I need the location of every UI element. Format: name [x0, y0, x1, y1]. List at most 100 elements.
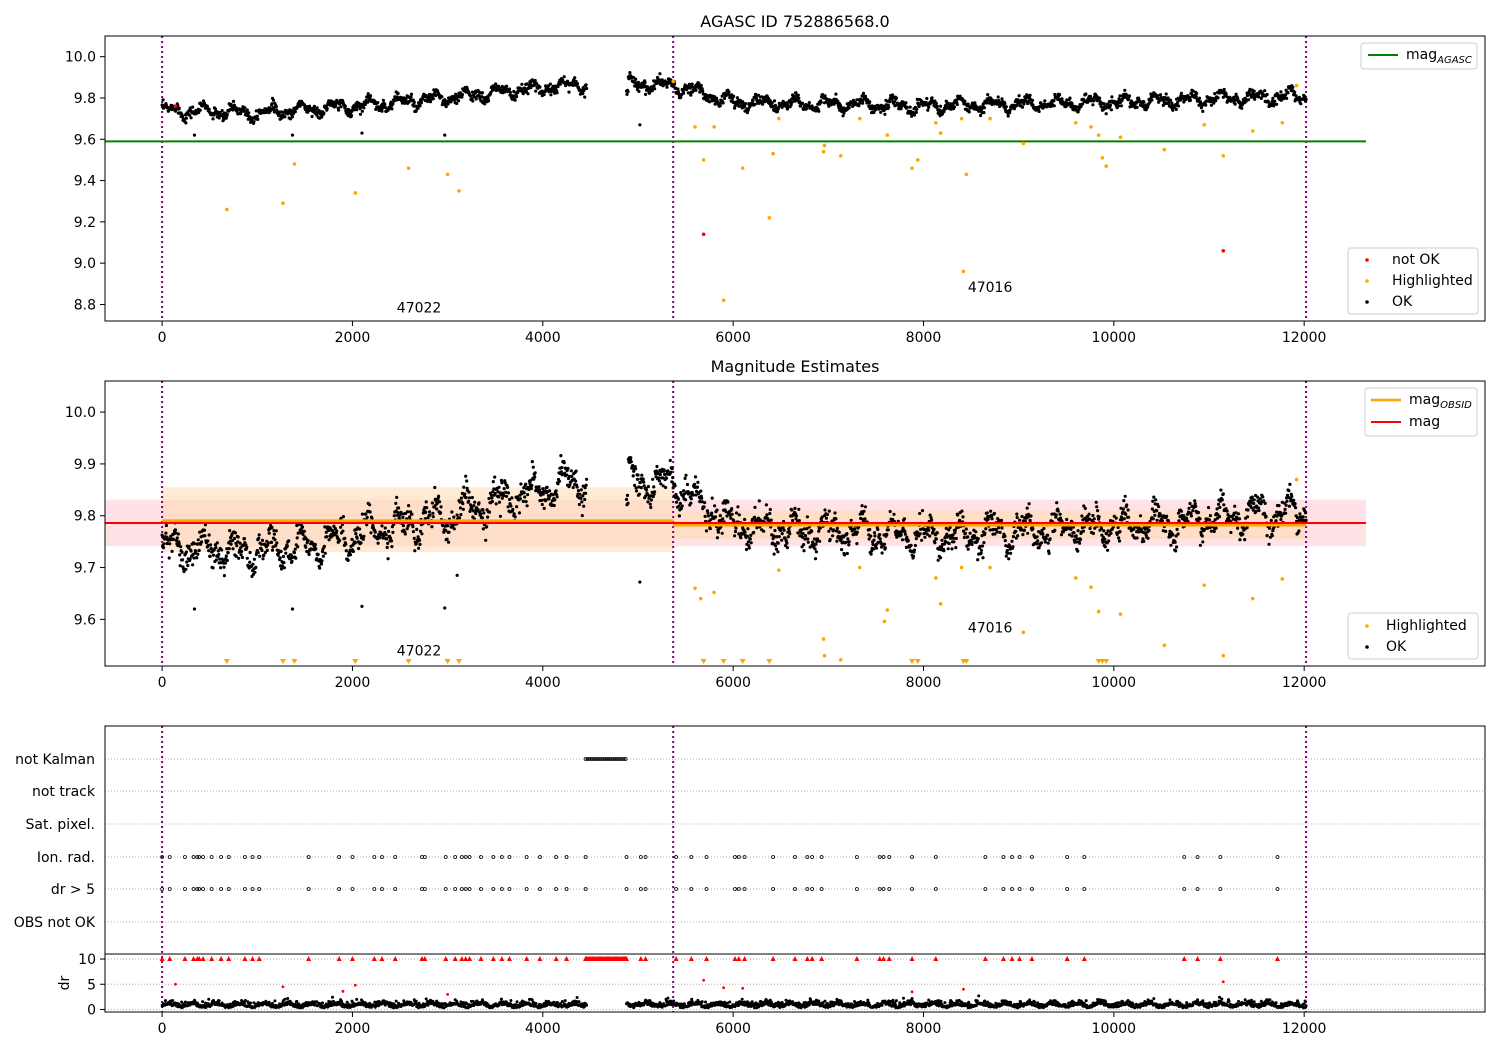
- ok-point: [825, 512, 830, 517]
- ok-point: [797, 507, 801, 511]
- ok-point: [789, 103, 793, 107]
- highlighted-point: [292, 162, 297, 166]
- ok-point: [793, 506, 797, 510]
- ok-point: [831, 534, 835, 538]
- dr-flag: [306, 887, 311, 891]
- ok-point: [270, 525, 274, 530]
- ok-point: [1209, 529, 1213, 533]
- ion-rad-flag: [538, 855, 542, 859]
- dr-flag: [1030, 887, 1034, 891]
- ok-point: [858, 512, 862, 516]
- dr-flag: [219, 887, 224, 891]
- ok-point: [279, 567, 284, 571]
- ok-point: [1080, 102, 1084, 106]
- ok-point: [1076, 549, 1080, 553]
- ok-point: [978, 544, 982, 548]
- ok-point: [436, 89, 440, 93]
- ok-point: [691, 493, 695, 497]
- ok-point: [1189, 511, 1193, 515]
- ok-point: [1074, 105, 1078, 109]
- ok-point: [788, 532, 792, 536]
- highlighted-point: [821, 637, 826, 641]
- ok-point: [1091, 531, 1095, 536]
- ok-point: [582, 504, 586, 508]
- ok-point: [507, 87, 512, 91]
- highlighted-point: [1100, 156, 1105, 160]
- ok-point: [506, 505, 510, 509]
- ok-point: [783, 544, 788, 548]
- ok-point: [497, 500, 502, 504]
- ok-point: [473, 500, 477, 504]
- ok-point: [306, 538, 310, 543]
- ok-point: [1176, 100, 1180, 105]
- clipped-marker: [963, 659, 970, 664]
- ok-point: [1154, 498, 1158, 502]
- ok-point: [292, 551, 296, 555]
- ok-point: [279, 549, 283, 554]
- ion-rad-flag: [887, 855, 892, 859]
- ok-point: [1011, 545, 1015, 549]
- ok-point: [385, 545, 389, 550]
- ok-point: [1195, 91, 1199, 96]
- ion-rad-flag: [793, 855, 797, 859]
- ok-point: [447, 530, 451, 534]
- ok-point: [1266, 100, 1271, 104]
- ok-point: [1119, 104, 1123, 108]
- ok-point: [289, 553, 293, 557]
- ok-point: [701, 89, 705, 93]
- ok-point: [1084, 92, 1088, 96]
- ok-point: [315, 106, 319, 110]
- ok-point: [1222, 87, 1226, 92]
- dr-flag: [183, 887, 187, 891]
- ok-point: [474, 511, 478, 516]
- ok-point: [837, 530, 841, 535]
- obsid-label: 47022: [397, 301, 442, 317]
- ok-point: [175, 536, 179, 540]
- ok-point: [1278, 510, 1282, 515]
- ok-point: [787, 527, 791, 531]
- ok-point: [904, 101, 908, 105]
- ok-point: [906, 539, 910, 543]
- ok-point: [824, 516, 829, 520]
- ok-point: [354, 532, 358, 536]
- ok-point: [319, 562, 324, 566]
- ok-point: [455, 101, 459, 106]
- ok-point: [1177, 519, 1181, 523]
- ok-point: [736, 505, 740, 509]
- ok-point: [555, 91, 559, 95]
- ok-point: [966, 102, 970, 106]
- ok-point: [300, 525, 305, 529]
- ok-point: [868, 527, 872, 532]
- dr-flag: [479, 887, 483, 891]
- ok-point: [240, 555, 245, 560]
- ok-point: [1147, 528, 1151, 533]
- ok-point: [1124, 512, 1128, 517]
- ok-point: [952, 540, 956, 544]
- ok-point: [1269, 518, 1273, 523]
- ok-point: [939, 104, 943, 108]
- ion-rad-flag: [1082, 855, 1087, 859]
- ok-point: [1176, 532, 1180, 536]
- ok-point: [1188, 501, 1192, 506]
- dr-flag: [583, 887, 588, 891]
- highlighted-point: [1021, 630, 1026, 635]
- clipped-marker: [405, 659, 412, 664]
- ok-point: [1003, 539, 1007, 543]
- ok-point: [479, 512, 483, 516]
- ok-point: [480, 91, 484, 95]
- ok-point: [255, 114, 259, 118]
- ok-point: [849, 518, 853, 522]
- ok-point: [1091, 103, 1095, 107]
- ok-point: [752, 530, 756, 535]
- ok-point: [797, 96, 801, 100]
- ok-point: [919, 527, 923, 532]
- ok-point: [1087, 512, 1091, 516]
- ok-point: [376, 101, 380, 105]
- ok-point: [579, 496, 583, 500]
- ok-point: [653, 87, 657, 91]
- ok-point: [198, 108, 202, 112]
- ok-point: [362, 106, 366, 110]
- ok-point: [245, 108, 249, 112]
- ok-point: [1074, 540, 1078, 544]
- ok-point: [855, 98, 859, 102]
